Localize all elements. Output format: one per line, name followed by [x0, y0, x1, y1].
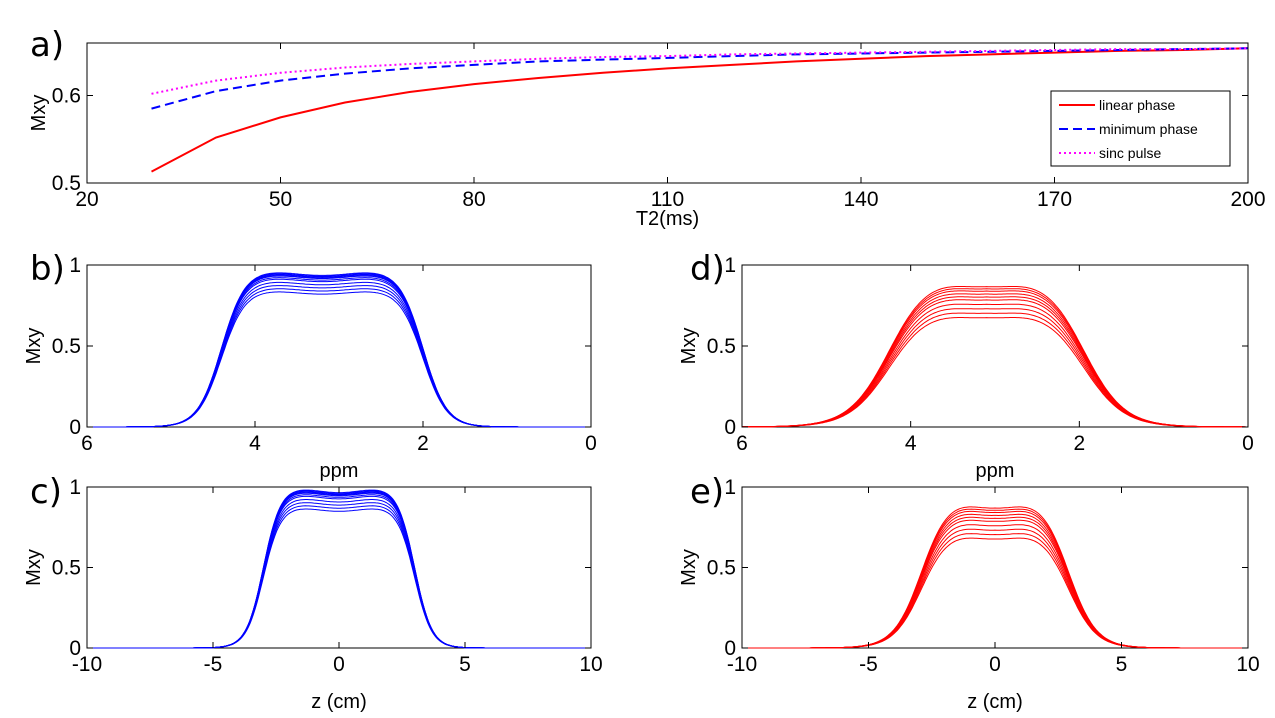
- series-group-b: [87, 272, 591, 428]
- y-tick-label-a-1: 0.6: [52, 85, 81, 108]
- y-tick-label-b-1: 0.5: [52, 335, 81, 358]
- x-tick-label-c-3: 5: [459, 653, 471, 676]
- panel-e: -10 -5 0 5 10 0 0.5 1 z (cm) Mxy e): [678, 472, 1260, 713]
- plot-area-d: [741, 264, 1249, 428]
- x-tick-label-a-3: 110: [651, 188, 684, 211]
- panel-d: 6 4 2 0 0 0.5 1 ppm Mxy d): [678, 249, 1254, 482]
- x-tick-label-e-1: -5: [859, 653, 878, 676]
- x-tick-label-a-4: 140: [843, 188, 878, 211]
- legend-label-0: linear phase: [1099, 97, 1175, 113]
- y-tick-label-d-1: 0.5: [707, 335, 736, 358]
- panel-a: 20 50 80 110 140 170 200 0.5 0.6 T2(ms) Mxy a) linea…: [28, 25, 1266, 230]
- x-axis-label-e: z (cm): [967, 691, 1023, 713]
- y-axis-label-e: Mxy: [678, 549, 700, 586]
- series-line-d-9: [742, 317, 1248, 428]
- x-tick-label-a-6: 200: [1230, 188, 1265, 211]
- x-tick-label-d-0: 6: [736, 432, 748, 455]
- series-line-e-9: [742, 537, 1248, 649]
- y-tick-label-b-2: 1: [69, 254, 81, 277]
- plot-area-e: [741, 486, 1249, 649]
- x-tick-label-e-0: -10: [727, 653, 757, 676]
- series-line-a-0: [151, 47, 1248, 173]
- y-tick-label-b-0: 0: [69, 416, 81, 439]
- y-tick-label-e-1: 0.5: [707, 557, 736, 580]
- x-tick-label-b-1: 4: [249, 432, 261, 455]
- x-axis-label-a: T2(ms): [636, 208, 699, 230]
- x-tick-label-a-0: 20: [75, 188, 98, 211]
- panel-label-e: e): [690, 472, 724, 512]
- panel-label-b: b): [30, 249, 65, 289]
- series-group-c: [87, 489, 591, 649]
- x-tick-label-c-4: 10: [579, 653, 602, 676]
- series-line-c-10: [87, 508, 591, 649]
- y-tick-label-e-0: 0: [724, 637, 736, 660]
- series-line-b-10: [87, 291, 591, 428]
- x-tick-label-e-2: 0: [989, 653, 1001, 676]
- legend-label-2: sinc pulse: [1099, 145, 1161, 161]
- plot-area-b: [86, 264, 592, 428]
- panel-label-c: c): [30, 472, 62, 512]
- series-line-a-2: [151, 47, 1248, 95]
- y-tick-label-e-2: 1: [724, 476, 736, 499]
- y-axis-label-a: Mxy: [28, 95, 50, 132]
- y-tick-label-d-2: 1: [724, 254, 736, 277]
- x-axis-label-c: z (cm): [311, 691, 367, 713]
- panel-label-d: d): [690, 249, 725, 289]
- x-tick-label-a-1: 50: [269, 188, 292, 211]
- y-axis-label-c: Mxy: [23, 549, 45, 586]
- y-tick-label-c-1: 0.5: [52, 557, 81, 580]
- x-tick-label-b-0: 6: [81, 432, 93, 455]
- plot-area-c: [86, 486, 592, 649]
- x-tick-label-e-3: 5: [1116, 653, 1128, 676]
- y-tick-label-c-2: 1: [69, 476, 81, 499]
- y-tick-label-a-0: 0.5: [52, 172, 81, 195]
- y-axis-label-b: Mxy: [23, 328, 45, 365]
- panel-b: 6 4 2 0 0 0.5 1 ppm Mxy b): [23, 249, 597, 482]
- x-axis-label-d: ppm: [976, 460, 1015, 482]
- x-tick-label-a-2: 80: [462, 188, 485, 211]
- x-tick-label-c-2: 0: [333, 653, 345, 676]
- x-tick-label-c-1: -5: [204, 653, 223, 676]
- x-tick-label-b-2: 2: [417, 432, 429, 455]
- x-tick-label-d-1: 4: [905, 432, 917, 455]
- series-group-e: [742, 506, 1248, 649]
- y-tick-label-c-0: 0: [69, 637, 81, 660]
- panel-label-a: a): [30, 25, 64, 65]
- x-tick-label-e-4: 10: [1236, 653, 1259, 676]
- panel-c: -10 -5 0 5 10 0 0.5 1 z (cm) Mxy c): [23, 472, 603, 713]
- legend: linear phase minimum phase sinc pulse: [1050, 90, 1231, 167]
- y-tick-label-d-0: 0: [724, 416, 736, 439]
- x-tick-label-d-2: 2: [1073, 432, 1085, 455]
- y-axis-label-d: Mxy: [678, 328, 700, 365]
- x-tick-label-b-3: 0: [585, 432, 597, 455]
- series-group-a: [151, 47, 1248, 173]
- x-tick-label-d-3: 0: [1242, 432, 1254, 455]
- x-axis-label-b: ppm: [320, 460, 359, 482]
- series-group-d: [742, 286, 1248, 428]
- legend-label-1: minimum phase: [1099, 121, 1198, 137]
- x-tick-label-a-5: 170: [1037, 188, 1072, 211]
- x-tick-label-c-0: -10: [72, 653, 102, 676]
